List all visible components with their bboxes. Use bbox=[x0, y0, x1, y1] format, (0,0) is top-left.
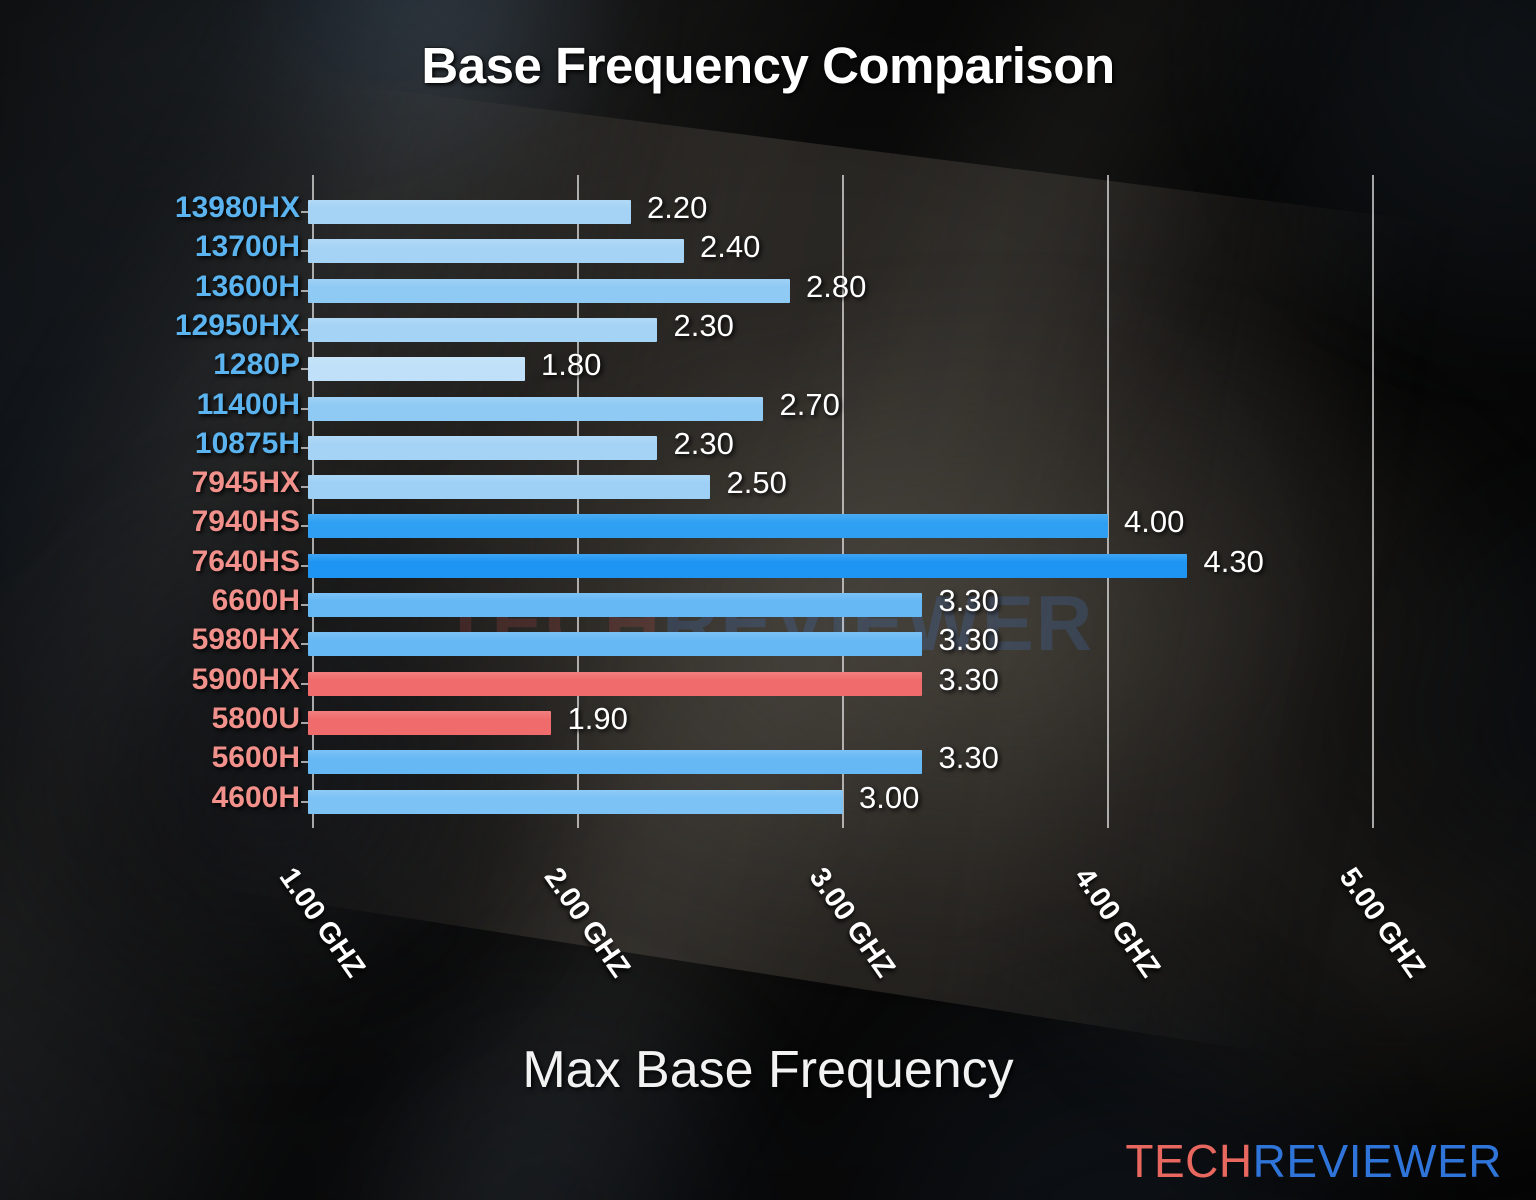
value-label-5900hx: 3.30 bbox=[938, 661, 999, 697]
gridline-200 bbox=[577, 175, 579, 828]
category-label-12950hx: 12950HX bbox=[174, 308, 300, 342]
bar-13600h[interactable] bbox=[307, 278, 791, 303]
category-label-13600h: 13600H bbox=[194, 269, 300, 303]
gridline-100 bbox=[312, 175, 314, 828]
value-label-5800u: 1.90 bbox=[567, 700, 628, 736]
y-tick-mark bbox=[301, 682, 313, 685]
bar-1280p[interactable] bbox=[307, 357, 526, 382]
bar-11400h[interactable] bbox=[307, 396, 764, 421]
y-tick-mark bbox=[301, 446, 313, 449]
value-label-13600h: 2.80 bbox=[806, 268, 867, 304]
logo-reviewer: REVIEWER bbox=[1252, 1135, 1502, 1187]
value-label-4600h: 3.00 bbox=[859, 779, 920, 815]
value-label-6600h: 3.30 bbox=[938, 583, 999, 618]
bar-13700h[interactable] bbox=[307, 239, 685, 264]
y-tick-mark bbox=[301, 211, 313, 213]
category-label-7945hx: 7945HX bbox=[191, 466, 300, 500]
y-tick-mark bbox=[301, 486, 313, 489]
category-label-7640hs: 7640HS bbox=[191, 544, 300, 578]
y-tick-mark bbox=[301, 564, 313, 567]
value-label-1280p: 1.80 bbox=[541, 347, 602, 383]
bar-5980hx[interactable] bbox=[307, 632, 923, 657]
y-tick-mark bbox=[301, 721, 313, 724]
bar-10875h[interactable] bbox=[307, 435, 658, 460]
category-label-5900hx: 5900HX bbox=[191, 662, 300, 696]
bar-6600h[interactable] bbox=[307, 593, 923, 617]
y-tick-mark bbox=[301, 407, 313, 410]
bar-13980hx[interactable] bbox=[307, 200, 632, 224]
logo-tech: TECH bbox=[1125, 1135, 1253, 1187]
category-label-13980hx: 13980HX bbox=[174, 191, 300, 224]
category-label-6600h: 6600H bbox=[211, 584, 300, 617]
value-label-13980hx: 2.20 bbox=[647, 190, 708, 225]
category-label-4600h: 4600H bbox=[211, 780, 300, 814]
category-label-10875h: 10875H bbox=[194, 426, 300, 460]
category-label-5980hx: 5980HX bbox=[191, 623, 300, 657]
value-label-7640hs: 4.30 bbox=[1203, 543, 1264, 579]
category-label-5600h: 5600H bbox=[211, 741, 300, 775]
bar-5900hx[interactable] bbox=[307, 671, 923, 696]
y-tick-mark bbox=[301, 604, 313, 606]
bar-7945hx[interactable] bbox=[307, 475, 711, 500]
value-label-5980hx: 3.30 bbox=[938, 622, 999, 658]
y-tick-mark bbox=[301, 643, 313, 646]
value-label-7940hs: 4.00 bbox=[1124, 504, 1185, 540]
category-label-13700h: 13700H bbox=[194, 230, 300, 264]
value-label-11400h: 2.70 bbox=[779, 386, 840, 422]
gridline-300 bbox=[842, 175, 844, 828]
x-tick-label: 5.00 GHZ bbox=[1332, 862, 1432, 984]
x-tick-label: 4.00 GHZ bbox=[1067, 862, 1167, 984]
x-tick-label: 3.00 GHZ bbox=[802, 862, 902, 984]
bar-7940hs[interactable] bbox=[307, 514, 1109, 539]
chart-title: Base Frequency Comparison bbox=[421, 37, 1115, 94]
y-tick-mark bbox=[301, 800, 313, 803]
y-tick-mark bbox=[301, 368, 313, 371]
gridline-400 bbox=[1107, 175, 1109, 828]
bar-5600h[interactable] bbox=[307, 750, 923, 775]
value-label-13700h: 2.40 bbox=[700, 229, 761, 265]
value-label-10875h: 2.30 bbox=[673, 425, 734, 461]
bar-4600h[interactable] bbox=[307, 789, 844, 814]
techreviewer-logo: TECHREVIEWER bbox=[1125, 1134, 1502, 1188]
bar-5800u[interactable] bbox=[307, 710, 552, 735]
value-label-7945hx: 2.50 bbox=[726, 465, 787, 501]
x-axis-title: Max Base Frequency bbox=[522, 1041, 1014, 1099]
y-tick-mark bbox=[301, 761, 313, 764]
value-label-5600h: 3.30 bbox=[938, 740, 999, 776]
x-tick-label: 1.00 GHZ bbox=[272, 862, 372, 984]
category-label-5800u: 5800U bbox=[211, 701, 300, 735]
category-label-11400h: 11400H bbox=[196, 387, 300, 421]
y-tick-mark bbox=[301, 328, 313, 331]
bar-7640hs[interactable] bbox=[307, 553, 1188, 578]
gridline-500 bbox=[1372, 175, 1374, 828]
category-label-1280p: 1280P bbox=[213, 348, 300, 382]
y-tick-mark bbox=[301, 289, 313, 292]
bar-12950hx[interactable] bbox=[307, 317, 658, 342]
y-tick-mark bbox=[301, 250, 313, 253]
x-tick-label: 2.00 GHZ bbox=[537, 862, 637, 984]
category-label-7940hs: 7940HS bbox=[191, 505, 300, 539]
value-label-12950hx: 2.30 bbox=[673, 307, 734, 343]
y-tick-mark bbox=[301, 525, 313, 528]
